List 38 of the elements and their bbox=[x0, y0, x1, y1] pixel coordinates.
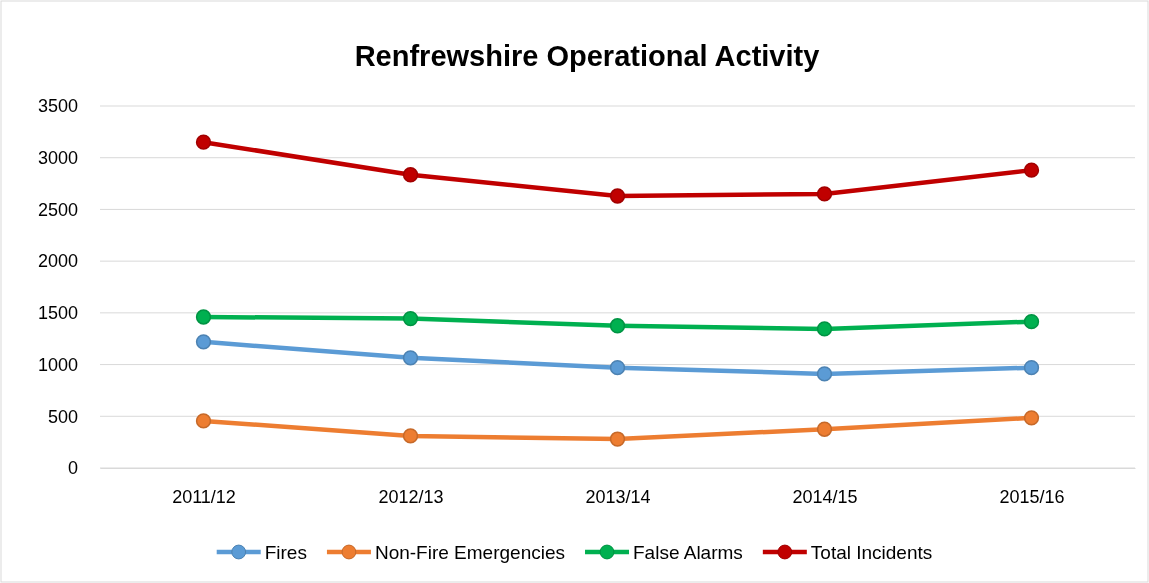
x-tick-label: 2011/12 bbox=[172, 486, 236, 507]
point bbox=[195, 413, 212, 429]
legend-label: Non-Fire Emergencies bbox=[374, 542, 566, 563]
y-tick-label: 3000 bbox=[37, 147, 78, 168]
point bbox=[1023, 360, 1040, 376]
point bbox=[609, 318, 626, 334]
y-tick-label: 1000 bbox=[37, 354, 78, 375]
legend-label: Fires bbox=[264, 542, 307, 563]
point bbox=[1023, 162, 1040, 178]
point bbox=[816, 186, 833, 202]
legend-label: Total Incidents bbox=[810, 542, 933, 563]
point bbox=[609, 431, 626, 447]
x-tick-label: 2012/13 bbox=[378, 486, 444, 507]
point bbox=[402, 428, 419, 444]
point bbox=[609, 360, 626, 376]
point bbox=[402, 167, 419, 183]
point bbox=[402, 310, 419, 327]
y-tick-label: 500 bbox=[47, 406, 78, 427]
point bbox=[1023, 410, 1040, 426]
legend-label: False Alarms bbox=[633, 542, 743, 563]
x-tick-label: 2013/14 bbox=[585, 486, 651, 507]
point bbox=[816, 421, 833, 437]
x-tick-label: 2014/15 bbox=[792, 486, 858, 507]
point bbox=[816, 366, 833, 382]
y-tick-label: 2500 bbox=[37, 199, 78, 220]
y-tick-label: 3500 bbox=[37, 96, 78, 117]
y-tick-label: 2000 bbox=[37, 251, 78, 272]
point bbox=[816, 321, 833, 337]
point bbox=[402, 350, 419, 366]
point bbox=[195, 309, 212, 325]
point bbox=[195, 134, 212, 150]
y-tick-label: 0 bbox=[67, 458, 78, 479]
point bbox=[1023, 314, 1040, 330]
point bbox=[195, 334, 212, 350]
chart-title: Renfrewshire Operational Activity bbox=[354, 40, 820, 72]
point bbox=[609, 188, 626, 204]
x-tick-label: 2015/16 bbox=[999, 486, 1065, 507]
y-tick-label: 1500 bbox=[37, 303, 78, 324]
